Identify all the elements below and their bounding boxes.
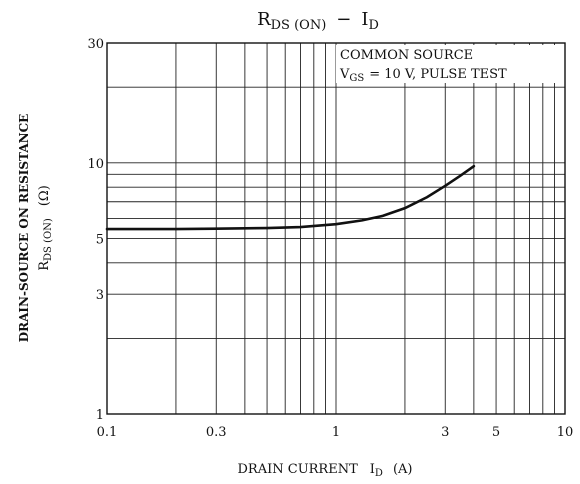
- title-main-sub: DS (ON): [271, 18, 327, 33]
- title-main: R: [257, 9, 271, 30]
- title-rhs: I: [361, 9, 368, 30]
- x-tick-label: 5: [492, 425, 500, 440]
- y-tick-label: 30: [87, 37, 104, 52]
- annotation-vgs: V: [339, 67, 350, 82]
- annotation-vgs-value: = 10 V, PULSE TEST: [369, 67, 507, 82]
- tick-labels: 0.1 0.3 1 3 5 10 1 3 5 10 30: [87, 37, 573, 440]
- x-axis-label: DRAIN CURRENT ID (A): [238, 462, 413, 479]
- y-tick-label: 10: [87, 157, 104, 172]
- y-axis-label-line1: DRAIN-SOURCE ON RESISTANCE: [17, 114, 31, 343]
- y-axis-label-line2: RDS (ON) (Ω): [37, 185, 54, 271]
- y-tick-label: 3: [96, 288, 104, 303]
- x-axis-symbol: I: [370, 462, 375, 477]
- x-axis-label-text: DRAIN CURRENT: [238, 462, 359, 477]
- annotation-vgs-sub: GS: [349, 73, 364, 84]
- y-tick-label: 5: [96, 232, 104, 247]
- x-axis-unit: (A): [393, 462, 413, 477]
- annotation-background: [336, 45, 564, 83]
- x-tick-label: 10: [557, 425, 574, 440]
- chart-title: RDS (ON) − ID: [257, 9, 379, 33]
- title-sep: −: [336, 9, 351, 30]
- x-axis-symbol-sub: D: [375, 468, 383, 479]
- y-tick-label: 1: [96, 408, 104, 423]
- y-axis-symbol: R: [37, 260, 52, 271]
- y-axis-label: DRAIN-SOURCE ON RESISTANCE RDS (ON) (Ω): [17, 114, 54, 343]
- x-tick-label: 1: [332, 425, 340, 440]
- x-tick-label: 0.3: [206, 425, 227, 440]
- y-axis-unit: (Ω): [37, 185, 52, 206]
- y-axis-symbol-sub: DS (ON): [43, 218, 54, 261]
- x-tick-label: 0.1: [97, 425, 118, 440]
- grid-lines: [107, 43, 565, 414]
- annotation-line1: COMMON SOURCE: [340, 48, 473, 63]
- annotation-line2: VGS = 10 V, PULSE TEST: [339, 67, 507, 84]
- x-tick-label: 3: [441, 425, 449, 440]
- series-line: [105, 164, 476, 231]
- title-rhs-sub: D: [368, 18, 378, 33]
